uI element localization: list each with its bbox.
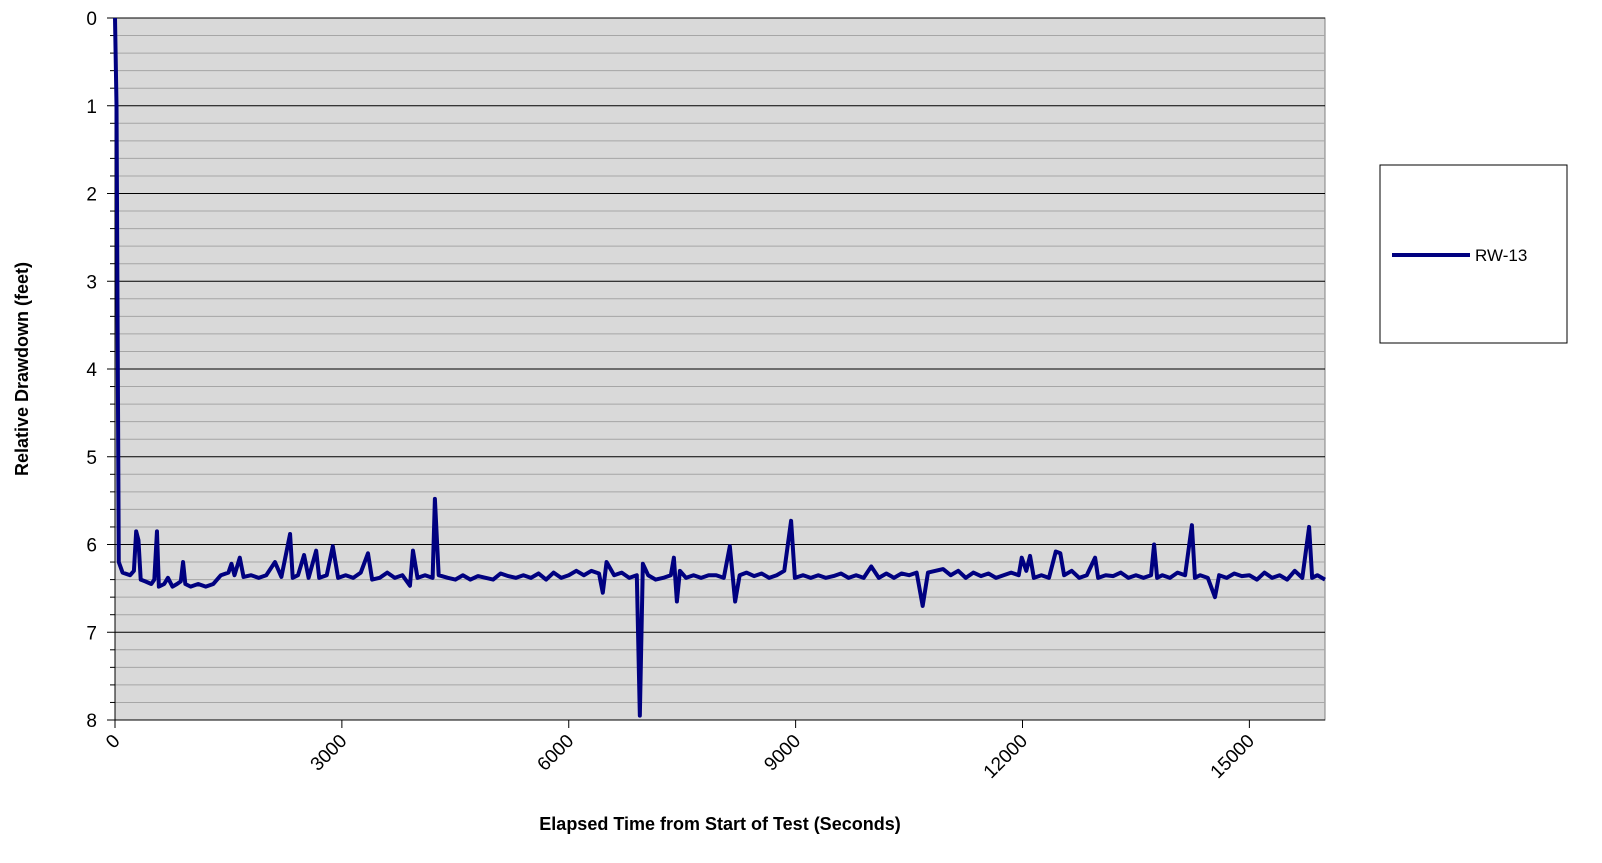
data-line (113, 17, 1327, 718)
y-tick-label: 1 (86, 97, 97, 118)
x-tick-label: 15000 (1207, 731, 1259, 783)
y-tick-label: 7 (86, 623, 97, 644)
x-tick-label: 12000 (980, 731, 1032, 783)
x-tick-label: 6000 (534, 731, 579, 776)
x-tick-label: 9000 (760, 731, 805, 776)
y-tick-label: 4 (86, 360, 97, 381)
y-tick-label: 0 (86, 9, 97, 30)
legend-label: RW-13 (1475, 246, 1527, 265)
y-tick-label: 3 (86, 272, 97, 293)
y-tick-label: 5 (86, 448, 97, 469)
y-tick-label: 8 (86, 711, 97, 732)
x-axis-title: Elapsed Time from Start of Test (Seconds… (539, 814, 900, 834)
x-tick-label: 3000 (307, 731, 352, 776)
y-tick-label: 6 (86, 536, 97, 557)
y-tick-label: 2 (86, 185, 97, 206)
y-axis-title: Relative Drawdown (feet) (12, 262, 32, 476)
x-tick-label: 0 (102, 731, 124, 753)
